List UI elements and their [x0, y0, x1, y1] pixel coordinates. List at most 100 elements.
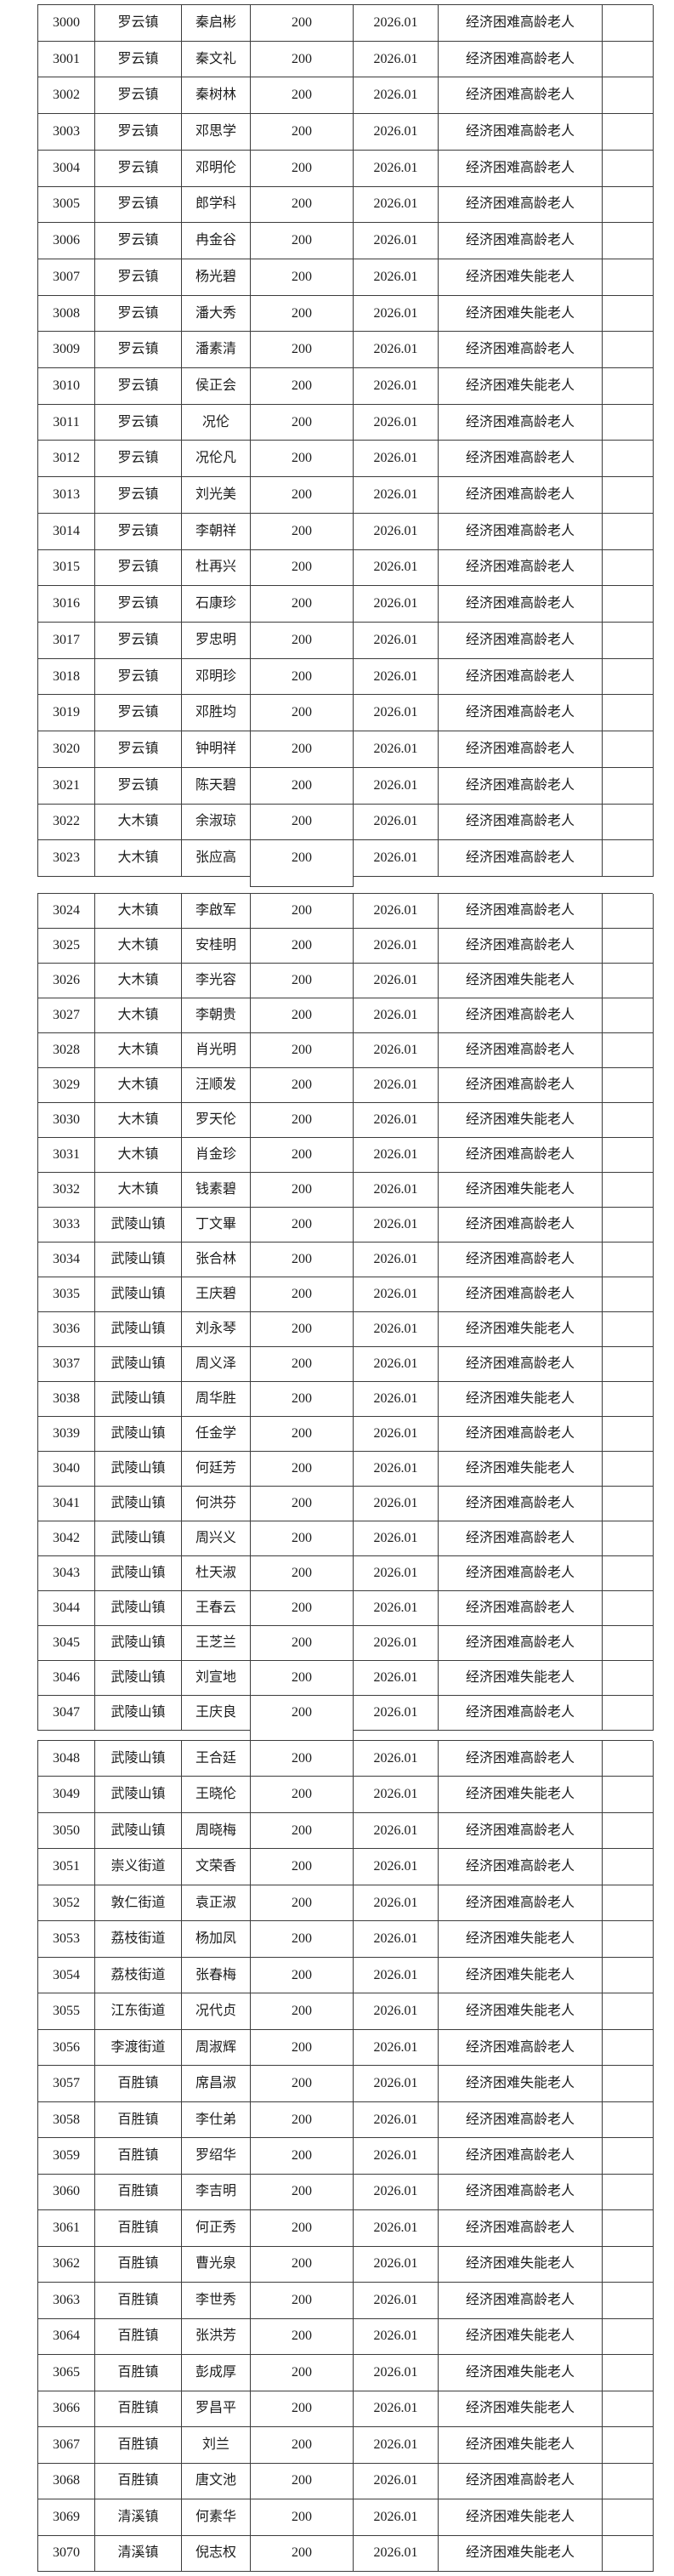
cell-index: 3063 — [38, 2283, 95, 2319]
cell-date: 2026.01 — [354, 1696, 439, 1731]
cell-date: 2026.01 — [354, 114, 439, 151]
cell-date: 2026.01 — [354, 623, 439, 659]
cell-date: 2026.01 — [354, 731, 439, 768]
cell-name: 彭成厚 — [182, 2355, 251, 2391]
cell-town: 武陵山镇 — [95, 1347, 182, 1382]
cell-remark — [603, 1312, 654, 1347]
cell-date: 2026.01 — [354, 2355, 439, 2391]
cell-category: 经济困难高龄老人 — [439, 1208, 603, 1243]
cell-date: 2026.01 — [354, 2391, 439, 2428]
cell-category: 经济困难高龄老人 — [439, 2283, 603, 2319]
cell-index: 3057 — [38, 2066, 95, 2102]
cell-index: 3069 — [38, 2499, 95, 2536]
cell-name: 曹光泉 — [182, 2246, 251, 2283]
cell-amount: 200 — [251, 964, 354, 998]
cell-name: 李世秀 — [182, 2283, 251, 2319]
cell-date: 2026.01 — [354, 1556, 439, 1591]
cell-date: 2026.01 — [354, 1812, 439, 1850]
cell-amount: 200 — [251, 2535, 354, 2572]
cell-town: 武陵山镇 — [95, 1382, 182, 1417]
cell-remark — [603, 1452, 654, 1487]
cell-name: 任金学 — [182, 1417, 251, 1452]
cell-date: 2026.01 — [354, 2029, 439, 2067]
cell-name: 何正秀 — [182, 2210, 251, 2247]
cell-remark — [603, 1556, 654, 1591]
cell-category: 经济困难高龄老人 — [439, 2101, 603, 2139]
cell-index: 3013 — [38, 477, 95, 514]
cell-name: 安桂明 — [182, 929, 251, 964]
cell-amount: 200 — [251, 1417, 354, 1452]
cell-amount: 200 — [251, 1556, 354, 1591]
cell-index: 3007 — [38, 259, 95, 296]
cell-remark — [603, 77, 654, 115]
cell-remark — [603, 1138, 654, 1173]
cell-name: 邓明珍 — [182, 658, 251, 696]
cell-date: 2026.01 — [354, 695, 439, 732]
cell-index: 3041 — [38, 1487, 95, 1521]
cell-town: 罗云镇 — [95, 404, 182, 441]
cell-name: 席昌淑 — [182, 2066, 251, 2102]
cell-category: 经济困难高龄老人 — [439, 77, 603, 115]
cell-town: 罗云镇 — [95, 41, 182, 78]
cell-town: 罗云镇 — [95, 186, 182, 224]
cell-remark — [603, 2246, 654, 2283]
cell-index: 3042 — [38, 1521, 95, 1556]
cell-date: 2026.01 — [354, 998, 439, 1033]
cell-remark — [603, 1033, 654, 1068]
cell-name: 张洪芳 — [182, 2318, 251, 2356]
cell-name: 袁正淑 — [182, 1885, 251, 1922]
cell-town: 百胜镇 — [95, 2355, 182, 2391]
cell-amount: 200 — [251, 223, 354, 259]
cell-index: 3059 — [38, 2138, 95, 2175]
cell-index: 3001 — [38, 41, 95, 78]
cell-amount: 200 — [251, 1849, 354, 1885]
cell-remark — [603, 1103, 654, 1138]
table-page-block-2: 3024 大木镇 李啟军 200 2026.01 经济困难高龄老人 3025 大木镇 安桂明 20… — [37, 893, 654, 1731]
cell-name: 秦树林 — [182, 77, 251, 115]
cell-remark — [603, 549, 654, 587]
cell-amount: 200 — [251, 1521, 354, 1556]
cell-amount: 200 — [251, 1777, 354, 1813]
cell-name: 况伦 — [182, 404, 251, 441]
cell-remark — [603, 1068, 654, 1103]
cell-category: 经济困难失能老人 — [439, 1103, 603, 1138]
cell-amount: 200 — [251, 77, 354, 115]
cell-index: 3043 — [38, 1556, 95, 1591]
table-page-block-1: 3000 罗云镇 秦启彬 200 2026.01 经济困难高龄老人 3001 罗云镇 秦文礼 20… — [37, 4, 654, 877]
cell-category: 经济困难高龄老人 — [439, 2463, 603, 2500]
cell-remark — [603, 295, 654, 333]
cell-name: 李朝贵 — [182, 998, 251, 1033]
cell-remark — [603, 368, 654, 405]
cell-remark — [603, 41, 654, 78]
cell-index: 3012 — [38, 441, 95, 478]
cell-date: 2026.01 — [354, 1921, 439, 1958]
cell-index: 3009 — [38, 332, 95, 369]
cell-name: 钱素碧 — [182, 1173, 251, 1208]
cell-index: 3029 — [38, 1068, 95, 1103]
cell-index: 3048 — [38, 1741, 95, 1777]
cell-town: 武陵山镇 — [95, 1777, 182, 1813]
cell-date: 2026.01 — [354, 77, 439, 115]
cell-category: 经济困难高龄老人 — [439, 549, 603, 587]
cell-index: 3004 — [38, 150, 95, 187]
cell-name: 何洪芬 — [182, 1487, 251, 1521]
cell-remark — [603, 586, 654, 623]
cell-name: 潘素清 — [182, 332, 251, 369]
cell-amount: 200 — [251, 549, 354, 587]
cell-date: 2026.01 — [354, 477, 439, 514]
cell-amount: 200 — [251, 2318, 354, 2356]
cell-amount: 200 — [251, 2101, 354, 2139]
cell-category: 经济困难失能老人 — [439, 1312, 603, 1347]
cell-remark — [603, 1521, 654, 1556]
cell-name: 李光容 — [182, 964, 251, 998]
cell-date: 2026.01 — [354, 1993, 439, 2030]
cell-index: 3034 — [38, 1243, 95, 1277]
cell-date: 2026.01 — [354, 929, 439, 964]
cell-date: 2026.01 — [354, 441, 439, 478]
cell-date: 2026.01 — [354, 804, 439, 841]
cell-date: 2026.01 — [354, 894, 439, 929]
cell-date: 2026.01 — [354, 1661, 439, 1696]
cell-index: 3027 — [38, 998, 95, 1033]
cell-town: 武陵山镇 — [95, 1487, 182, 1521]
cell-remark — [603, 1849, 654, 1885]
